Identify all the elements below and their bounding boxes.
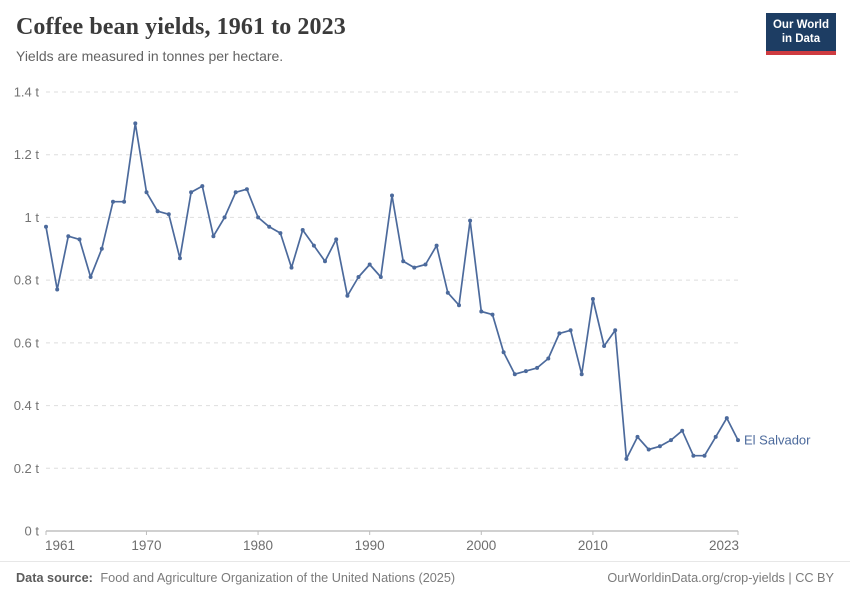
data-point (512, 372, 517, 377)
data-point (646, 447, 651, 452)
owid-logo[interactable]: Our World in Data (765, 13, 836, 55)
data-point (479, 309, 484, 314)
data-point (222, 215, 227, 220)
data-point (590, 297, 595, 301)
data-point (568, 328, 573, 333)
footer-citation-text: OurWorldinData.org/crop-yields | CC BY (607, 571, 834, 585)
data-point (635, 434, 640, 439)
data-point (401, 259, 406, 264)
data-point (724, 416, 729, 421)
data-point (345, 293, 350, 298)
data-point (412, 265, 417, 270)
data-source-text: Food and Agriculture Organization of the… (100, 571, 456, 585)
data-point (189, 190, 194, 195)
entity-label[interactable]: El Salvador (744, 433, 811, 448)
footer-citation-link[interactable]: OurWorldinData.org/crop-yields | CC BY (607, 571, 834, 585)
y-axis-tick-label: 1.4 t (14, 85, 40, 100)
data-point (155, 209, 160, 214)
data-point (244, 187, 249, 192)
chart-subtitle: Yields are measured in tonnes per hectar… (16, 48, 284, 64)
chart-title: Coffee bean yields, 1961 to 2023 (16, 14, 346, 40)
y-axis-tick-label: 0.6 t (14, 335, 40, 350)
data-line[interactable] (45, 122, 739, 460)
data-point (256, 215, 261, 220)
data-point (523, 369, 528, 374)
x-axis-tick-label: 2000 (466, 538, 496, 553)
data-point (602, 344, 607, 348)
data-point (378, 275, 383, 279)
data-point (457, 303, 461, 308)
data-point (557, 331, 562, 336)
data-point (88, 275, 93, 279)
data-point (166, 212, 171, 217)
data-point (624, 456, 629, 461)
chart-footer: Data source: Food and Agriculture Organi… (0, 561, 850, 600)
owid-logo-line1: Our World (772, 19, 829, 31)
chart-header: Coffee bean yields, 1961 to 2023 Yields … (0, 0, 850, 64)
y-axis-tick-label: 0.4 t (14, 398, 40, 413)
data-point (434, 243, 439, 248)
data-point (356, 275, 361, 279)
data-point (490, 312, 495, 317)
x-axis-tick-label: 1970 (131, 538, 161, 553)
x-axis-tick-label: 1980 (243, 538, 273, 553)
data-point (177, 256, 182, 261)
y-axis-tick-label: 0 t (25, 524, 40, 539)
owid-logo-line2: in Data (781, 33, 821, 46)
data-point (66, 234, 71, 239)
y-axis-tick-label: 0.2 t (14, 461, 40, 476)
data-point (546, 356, 551, 361)
data-point (691, 453, 696, 458)
data-point (680, 428, 685, 433)
data-point (736, 438, 740, 443)
data-point (133, 121, 138, 126)
data-point (289, 265, 294, 270)
data-point (311, 243, 316, 248)
data-point (122, 199, 127, 204)
x-axis-tick-label: 2010 (578, 538, 608, 553)
data-point (702, 453, 707, 458)
data-point (111, 199, 115, 204)
y-axis-tick-label: 0.8 t (14, 273, 40, 288)
x-axis-tick-label: 2023 (709, 538, 739, 553)
y-axis-tick-label: 1 t (25, 210, 40, 225)
data-point (77, 237, 82, 242)
data-point (233, 190, 238, 195)
y-axis-tick-label: 1.2 t (14, 147, 40, 162)
data-point (323, 259, 327, 264)
data-point (579, 372, 584, 377)
x-axis-tick-label: 1990 (355, 538, 385, 553)
data-point (334, 237, 339, 242)
data-point (200, 184, 205, 189)
data-point (99, 246, 104, 251)
data-point (535, 365, 540, 370)
x-axis-tick-label: 1961 (45, 538, 75, 553)
data-point (211, 234, 216, 239)
data-point (300, 228, 305, 232)
data-point (267, 224, 272, 229)
data-point (278, 231, 283, 236)
data-point (55, 287, 60, 292)
data-point (445, 290, 450, 295)
data-source: Data source: Food and Agriculture Organi… (16, 571, 455, 585)
data-point (613, 328, 618, 333)
data-point (657, 444, 662, 449)
data-point (390, 193, 394, 198)
data-point (367, 262, 372, 267)
data-point (468, 218, 473, 223)
data-point (144, 190, 149, 195)
data-point (44, 224, 48, 229)
data-point (423, 262, 428, 267)
data-point (669, 438, 673, 443)
data-source-label: Data source: (16, 571, 93, 585)
data-point (501, 350, 506, 355)
data-point (713, 434, 718, 439)
